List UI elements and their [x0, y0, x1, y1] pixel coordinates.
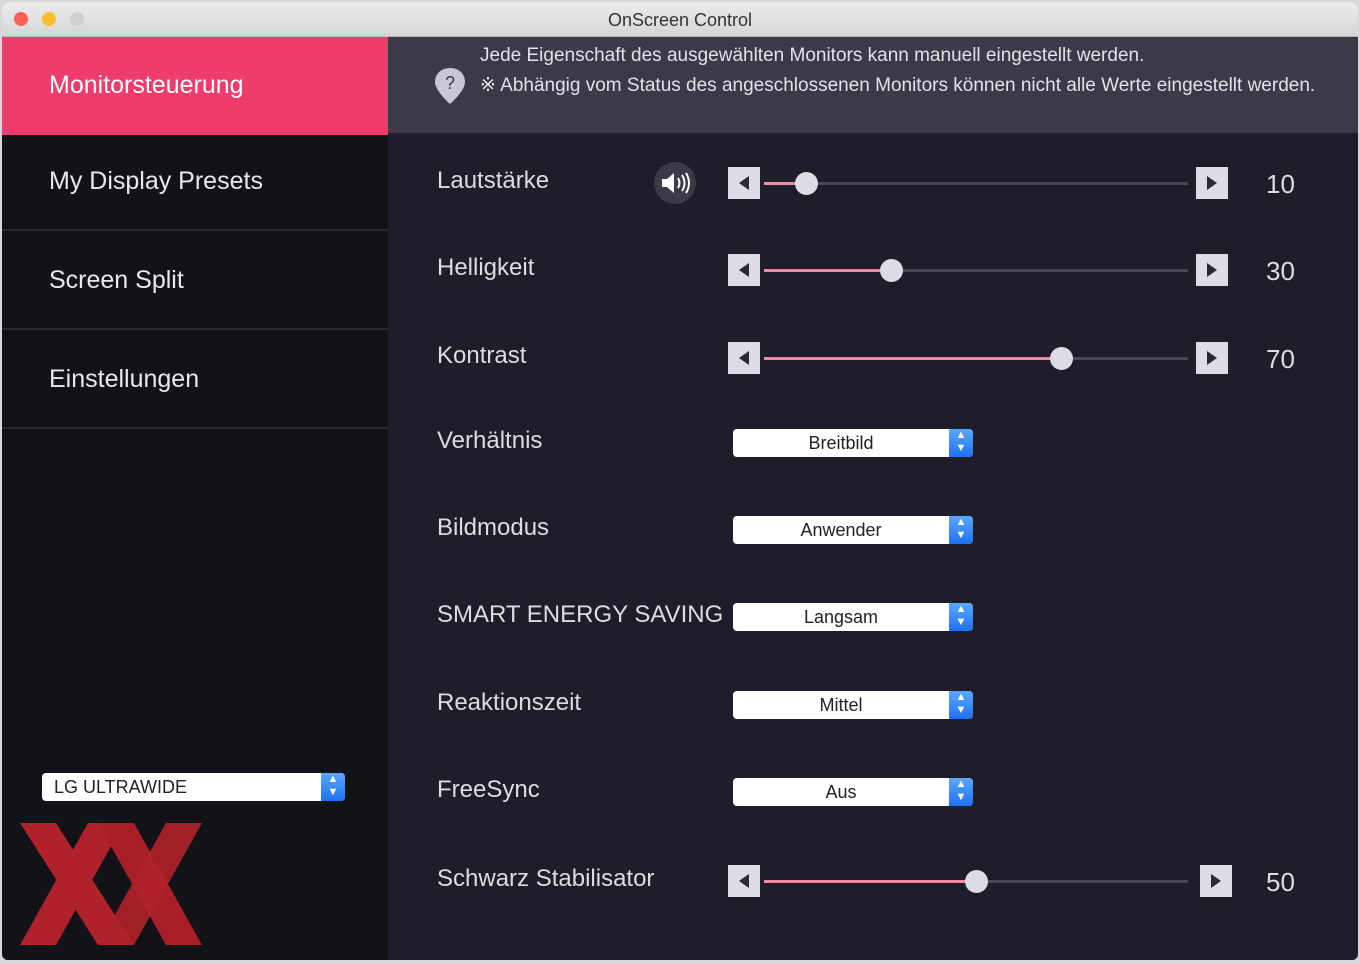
title-bar: OnScreen Control [2, 2, 1358, 37]
black-stabilizer-value: 50 [1266, 867, 1295, 897]
close-button[interactable] [14, 12, 28, 26]
freesync-select[interactable]: Aus ▲ ▼ [733, 778, 973, 806]
ratio-label: Verhältnis [437, 427, 543, 454]
info-line-1: Jede Eigenschaft des ausgewählten Monito… [480, 45, 1145, 66]
contrast-slider[interactable] [764, 347, 1188, 370]
info-line-2: ※ Abhängig vom Status des angeschlossene… [480, 75, 1316, 96]
brightness-label: Helligkeit [437, 254, 535, 281]
brightness-decrease-button[interactable] [728, 254, 760, 286]
main-panel: ? Jede Eigenschaft des ausgewählten Moni… [388, 37, 1358, 960]
monitor-select-value: LG ULTRAWIDE [54, 777, 188, 797]
monitor-select[interactable]: LG ULTRAWIDE ▲ ▼ [42, 773, 345, 801]
black-stabilizer-increase-button[interactable] [1200, 865, 1232, 897]
black-stabilizer-slider[interactable] [764, 870, 1188, 893]
sidebar-item-screen-split[interactable]: Screen Split [2, 232, 388, 330]
zoom-button[interactable] [70, 12, 84, 26]
volume-decrease-button[interactable] [728, 167, 760, 199]
picture-mode-label: Bildmodus [437, 514, 550, 541]
brightness-increase-button[interactable] [1196, 254, 1228, 286]
picture-mode-select-value: Anwender [800, 520, 882, 540]
freesync-select-value: Aus [825, 782, 857, 802]
black-stabilizer-label: Schwarz Stabilisator [437, 865, 655, 892]
svg-text:?: ? [445, 73, 455, 93]
brightness-slider[interactable] [764, 259, 1188, 282]
volume-increase-button[interactable] [1196, 167, 1228, 199]
minimize-button[interactable] [42, 12, 56, 26]
sidebar-item-monitorsteuerung[interactable]: Monitorsteuerung [2, 37, 388, 135]
select-stepper-icon: ▲ ▼ [949, 429, 973, 457]
contrast-slider-knob[interactable] [1049, 347, 1073, 370]
select-stepper-icon: ▲ ▼ [949, 778, 973, 806]
contrast-decrease-button[interactable] [728, 342, 760, 374]
select-stepper-icon: ▲ ▼ [949, 691, 973, 719]
picture-mode-select[interactable]: Anwender ▲ ▼ [733, 516, 973, 544]
response-time-label: Reaktionszeit [437, 689, 582, 716]
response-time-select-value: Mittel [819, 695, 863, 715]
response-time-select[interactable]: Mittel ▲ ▼ [733, 691, 973, 719]
select-stepper-icon: ▲ ▼ [949, 603, 973, 631]
window-title: OnScreen Control [607, 10, 753, 30]
sidebar-item-display-presets[interactable]: My Display Presets [2, 133, 388, 231]
sidebar-item-einstellungen[interactable]: Einstellungen [2, 331, 388, 429]
info-banner: ? Jede Eigenschaft des ausgewählten Moni… [388, 37, 1358, 133]
brightness-slider-knob[interactable] [880, 259, 904, 282]
question-pin-icon[interactable]: ? [434, 67, 466, 105]
volume-slider[interactable] [764, 172, 1188, 195]
ratio-select-value: Breitbild [808, 433, 874, 453]
volume-label: Lautstärke [437, 167, 550, 194]
speaker-icon[interactable] [654, 162, 696, 204]
brightness-value: 30 [1266, 256, 1295, 286]
freesync-label: FreeSync [437, 776, 540, 803]
ratio-row: Verhältnis Breitbild ▲ ▼ [388, 423, 1358, 463]
select-stepper-icon: ▲ ▼ [321, 773, 345, 801]
picture-mode-row: Bildmodus Anwender ▲ ▼ [388, 510, 1358, 550]
sidebar: Monitorsteuerung My Display Presets Scre… [2, 37, 388, 960]
smart-energy-select[interactable]: Langsam ▲ ▼ [733, 603, 973, 631]
freesync-row: FreeSync Aus ▲ ▼ [388, 772, 1358, 812]
contrast-row: Kontrast 70 [388, 338, 1358, 378]
watermark-logo [20, 823, 202, 945]
black-stabilizer-decrease-button[interactable] [728, 865, 760, 897]
volume-row: Lautstärke 10 [388, 162, 1358, 204]
brightness-row: Helligkeit 30 [388, 250, 1358, 290]
black-stabilizer-slider-knob[interactable] [965, 870, 988, 893]
black-stabilizer-row: Schwarz Stabilisator 50 [388, 861, 1358, 901]
ratio-select[interactable]: Breitbild ▲ ▼ [733, 429, 973, 457]
smart-energy-select-value: Langsam [803, 607, 879, 627]
response-time-row: Reaktionszeit Mittel ▲ ▼ [388, 685, 1358, 725]
volume-slider-knob[interactable] [795, 172, 819, 195]
contrast-value: 70 [1266, 344, 1295, 374]
contrast-increase-button[interactable] [1196, 342, 1228, 374]
contrast-label: Kontrast [437, 342, 527, 369]
smart-energy-label: SMART ENERGY SAVING [437, 601, 724, 628]
volume-value: 10 [1266, 169, 1295, 199]
select-stepper-icon: ▲ ▼ [949, 516, 973, 544]
smart-energy-row: SMART ENERGY SAVING Langsam ▲ ▼ [388, 597, 1358, 637]
